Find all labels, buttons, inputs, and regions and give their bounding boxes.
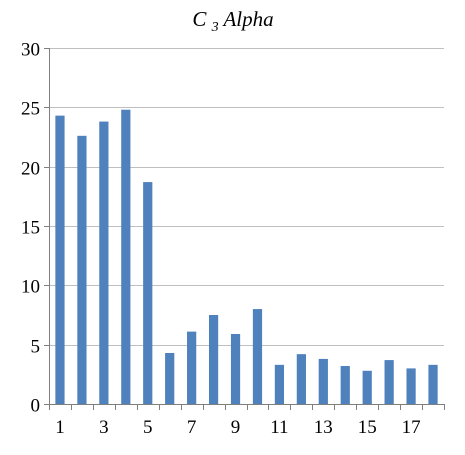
- bar-16: [384, 360, 394, 404]
- bar-2: [77, 135, 87, 404]
- bar-5: [143, 182, 153, 404]
- y-tick-label: 0: [31, 396, 41, 417]
- x-tick-label: 7: [187, 417, 197, 438]
- y-tick-label: 25: [21, 99, 40, 120]
- bar-13: [318, 358, 328, 404]
- x-tick-label: 5: [143, 417, 153, 438]
- y-tick-label: 15: [21, 218, 40, 239]
- chart-title: C 3 Alpha: [192, 7, 273, 36]
- x-tick-label: 3: [99, 417, 109, 438]
- axes-layer: [44, 48, 445, 410]
- grid-layer: [49, 48, 444, 346]
- chart-title-main: C: [192, 7, 207, 31]
- x-tick-label: 15: [358, 417, 377, 438]
- bar-6: [165, 352, 175, 404]
- bar-7: [187, 331, 197, 404]
- bars-layer: [55, 109, 438, 405]
- bar-17: [406, 368, 416, 404]
- x-tick-label: 17: [402, 417, 421, 438]
- chart-title-subscript: 3: [211, 20, 219, 35]
- bar-18: [428, 364, 438, 404]
- bar-4: [121, 109, 131, 405]
- bar-9: [230, 333, 241, 404]
- bar-12: [296, 354, 306, 404]
- x-tick-label: 9: [231, 417, 241, 438]
- x-tick-label: 13: [314, 417, 333, 438]
- y-tick-label: 20: [21, 159, 40, 180]
- y-tick-label: 30: [21, 40, 40, 61]
- bar-8: [208, 315, 219, 404]
- bar-11: [274, 364, 285, 404]
- bar-14: [340, 366, 350, 404]
- bar-15: [362, 370, 372, 404]
- x-tick-label: 1: [55, 417, 65, 438]
- y-tick-label: 10: [21, 277, 40, 298]
- x-tick-label: 11: [270, 417, 288, 438]
- bar-3: [99, 121, 109, 404]
- y-tick-label: 5: [31, 337, 41, 358]
- chart-title-rest: Alpha: [221, 7, 273, 31]
- bar-1: [55, 115, 65, 404]
- bar-10: [252, 309, 263, 404]
